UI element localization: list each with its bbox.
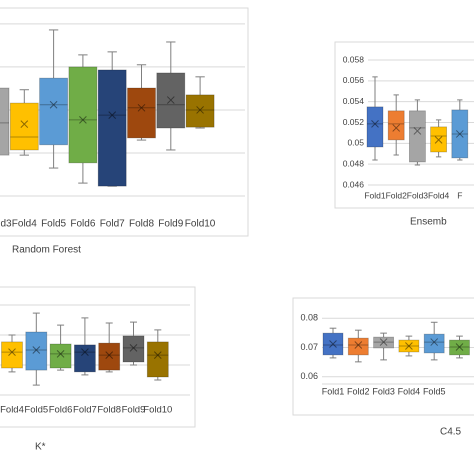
box	[127, 87, 156, 139]
x-tick-label: Fold6	[49, 405, 73, 416]
chart-title: Ensemb	[410, 217, 447, 228]
chart-title: K*	[35, 442, 46, 453]
box	[146, 341, 169, 378]
mean-marker	[379, 338, 388, 346]
box	[449, 339, 470, 356]
chart-title: C4.5	[440, 427, 462, 438]
x-tick-label: Fold1	[322, 386, 345, 396]
x-tick-label: Fold4	[12, 219, 37, 230]
box	[423, 333, 445, 354]
x-tick-label: Fold1	[364, 190, 386, 200]
box	[49, 343, 72, 369]
mean-marker	[56, 350, 65, 358]
mean-marker	[32, 346, 41, 354]
mean-marker	[392, 124, 401, 132]
box	[39, 77, 68, 146]
x-tick-label: Fold2	[386, 190, 408, 200]
box	[74, 344, 96, 373]
x-tick-label: Fold10	[185, 219, 216, 230]
mean-marker	[455, 130, 464, 138]
box	[398, 339, 420, 353]
x-tick-label: Fold4	[398, 386, 421, 396]
x-tick-label: Fold10	[143, 405, 172, 416]
box	[322, 332, 344, 356]
box	[9, 102, 39, 151]
y-tick-label: 0.06	[300, 371, 318, 381]
y-tick-label: 0.052	[343, 117, 365, 127]
x-tick-label: Fold5	[41, 219, 66, 230]
mean-marker	[137, 103, 146, 112]
box	[366, 106, 384, 148]
mean-marker	[166, 96, 175, 104]
x-tick-label: Fold3	[407, 190, 429, 200]
chart-title: Random Forest	[12, 245, 81, 256]
box	[430, 126, 448, 153]
box	[347, 337, 369, 356]
x-tick-label: Fold3	[372, 386, 395, 396]
x-tick-label: Fold8	[129, 219, 154, 230]
mean-marker	[434, 136, 443, 144]
mean-marker	[196, 106, 204, 114]
box	[1, 341, 23, 369]
box	[0, 87, 10, 156]
mean-marker	[20, 120, 29, 129]
mean-marker	[79, 115, 87, 124]
mean-marker	[405, 342, 413, 350]
y-tick-label: 0.05	[347, 138, 364, 148]
box	[185, 94, 215, 128]
mean-marker	[105, 351, 114, 359]
mean-marker	[108, 111, 117, 119]
box	[68, 66, 98, 164]
mean-marker	[49, 100, 58, 109]
box	[373, 336, 395, 349]
x-tick-label: Fold5	[24, 405, 48, 416]
y-tick-label: 0.046	[343, 179, 365, 189]
mean-marker	[81, 348, 89, 356]
x-tick-label: d3	[0, 219, 12, 230]
box	[451, 109, 469, 159]
x-tick-label: Fold8	[97, 405, 121, 416]
mean-marker	[455, 343, 464, 351]
box	[98, 342, 121, 371]
mean-marker	[329, 340, 337, 348]
box	[408, 110, 426, 163]
mean-marker	[430, 338, 439, 346]
y-tick-label: 0.056	[343, 75, 365, 85]
box	[156, 72, 186, 129]
box	[122, 335, 145, 363]
mean-marker	[153, 351, 162, 359]
x-tick-label: Fold4	[0, 405, 24, 416]
box	[25, 331, 48, 371]
x-tick-label: Fold7	[73, 405, 97, 416]
mean-marker	[371, 120, 379, 128]
x-tick-label: F	[457, 190, 462, 200]
x-tick-label: Fold5	[423, 386, 446, 396]
y-tick-label: 0.048	[343, 158, 365, 168]
x-tick-label: Fold9	[158, 219, 183, 230]
mean-marker	[8, 348, 16, 356]
mean-marker	[354, 341, 363, 349]
x-tick-label: Fold4	[428, 190, 450, 200]
x-tick-label: Fold2	[347, 386, 370, 396]
y-tick-label: 0.07	[300, 342, 318, 352]
box	[387, 110, 405, 141]
mean-marker	[413, 127, 422, 135]
y-tick-label: 0.054	[343, 96, 365, 106]
box	[97, 69, 127, 187]
x-tick-label: Fold7	[100, 219, 125, 230]
x-tick-label: Fold9	[122, 405, 146, 416]
y-tick-label: 0.058	[343, 54, 365, 64]
chart-frame	[334, 41, 474, 209]
x-tick-label: Fold6	[70, 219, 95, 230]
mean-marker	[129, 344, 138, 352]
y-tick-label: 0.08	[300, 313, 318, 323]
